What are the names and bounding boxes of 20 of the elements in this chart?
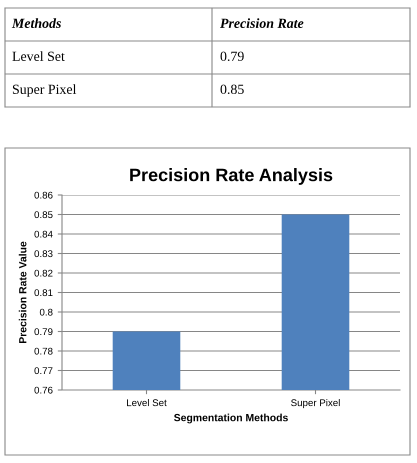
text: Super Pixel [12, 84, 76, 97]
y-tick-label: 0.79 [34, 328, 53, 336]
y-tick-label: 0.8 [40, 308, 53, 316]
y-tick-label: 0.86 [34, 192, 53, 199]
y-tick-label: 0.85 [34, 211, 53, 218]
y-tick-label: 0.78 [34, 348, 53, 355]
chart-title: Precision Rate Analysis [130, 168, 332, 185]
y-tick-label: 0.83 [34, 250, 53, 258]
y-tick-label: 0.84 [34, 230, 53, 238]
text: 0.79 [220, 52, 244, 62]
y-tick-label: 0.76 [34, 386, 53, 394]
text: Methods [12, 18, 61, 28]
x-axis-title: Segmentation Methods [174, 414, 288, 424]
y-tick-label: 0.82 [34, 270, 52, 277]
y-axis-title: Precision Rate Value [18, 242, 26, 344]
text: Precision Rate [220, 18, 304, 28]
text: Level Set [12, 51, 65, 61]
text: 0.85 [220, 84, 244, 94]
y-tick-label: 0.77 [34, 367, 52, 374]
y-tick-label: 0.81 [34, 289, 52, 296]
